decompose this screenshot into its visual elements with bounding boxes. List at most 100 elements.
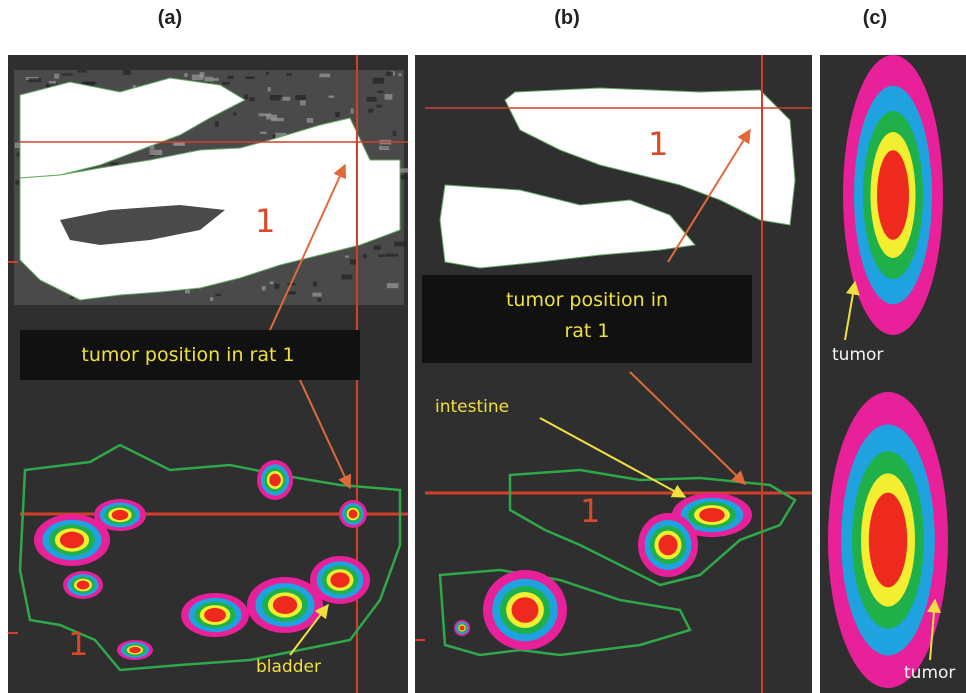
speckle-dot — [233, 112, 237, 116]
tumor-label: tumor — [832, 345, 883, 365]
signal-spot — [511, 597, 539, 623]
arrow — [667, 128, 751, 263]
speckle-dot — [274, 283, 280, 289]
organ-image — [439, 184, 696, 269]
signal-spot — [111, 509, 129, 521]
speckle-dot — [267, 87, 271, 92]
speckle-dot — [372, 77, 385, 84]
signal-spot — [699, 507, 725, 523]
callout-box — [20, 330, 360, 380]
speckle-dot — [350, 108, 354, 114]
rat-number: 1 — [580, 492, 600, 530]
signal-spot — [129, 646, 141, 654]
signal-spot — [348, 509, 358, 519]
callout-box — [422, 275, 752, 363]
speckle-dot — [378, 254, 386, 257]
body-outline — [18, 443, 402, 672]
speckle-dot — [149, 143, 155, 150]
speckle-dot — [377, 90, 384, 93]
signal-spot — [330, 572, 350, 588]
spots — [454, 493, 752, 650]
speckle-dot — [373, 245, 381, 250]
speckle-dot — [185, 289, 190, 294]
speckle-dot — [258, 113, 272, 117]
speckle-dot — [300, 100, 306, 106]
speckle-dot — [341, 274, 353, 280]
speckle-dot — [385, 253, 399, 257]
speckle-dot — [349, 259, 357, 265]
speckle-dot — [260, 131, 267, 134]
speckle-dot — [265, 71, 270, 75]
rat-number: 1 — [648, 125, 668, 163]
speckle-dot — [366, 96, 377, 102]
speckle-dot — [191, 74, 204, 81]
speckle-dot — [204, 76, 214, 82]
speckle-dot — [214, 121, 219, 127]
signal-spot — [459, 625, 465, 631]
speckle-dot — [14, 142, 21, 148]
speckle-dot — [48, 80, 56, 86]
speckle-dot — [244, 94, 248, 100]
arrow — [926, 598, 941, 661]
speckle-dot — [362, 254, 367, 259]
speckle-dot — [61, 73, 73, 76]
speckle-dot — [306, 118, 314, 123]
speckle-dot — [312, 292, 322, 297]
speckle-dot — [271, 117, 284, 122]
speckle-dot — [215, 293, 222, 297]
speckle-dot — [368, 108, 374, 113]
speckle-dot — [175, 141, 185, 146]
rat-number: 1 — [68, 625, 88, 663]
tumor-label: tumor — [904, 663, 955, 683]
speckle-dot — [345, 255, 349, 258]
speckle-dot — [266, 114, 278, 120]
speckle-dot — [199, 72, 205, 78]
panel-label: (a) — [158, 7, 182, 29]
spots — [34, 460, 370, 660]
speckle-dot — [132, 85, 137, 89]
speckle-dot — [386, 283, 399, 289]
speckle-dot — [319, 73, 331, 78]
speckle-dot — [395, 168, 409, 173]
speckle-dot — [376, 104, 383, 108]
speckle-dot — [184, 73, 188, 77]
organ-image — [504, 87, 796, 226]
speckle-dot — [394, 241, 407, 247]
arrow — [844, 280, 860, 341]
callout: rat 1 — [564, 320, 609, 342]
speckle-dot — [295, 94, 306, 101]
panel-label: (c) — [863, 7, 887, 29]
speckle-dot — [286, 73, 292, 76]
speckle-dot — [312, 281, 317, 287]
speckle-dot — [245, 76, 255, 79]
speckle-dot — [54, 73, 59, 79]
panel-label: (b) — [554, 7, 580, 29]
arrow — [299, 379, 352, 490]
speckle-dot — [149, 149, 163, 156]
body-outline — [438, 568, 692, 657]
speckle-dot — [110, 162, 119, 166]
signal-spot — [76, 580, 90, 590]
gap — [60, 205, 225, 245]
speckle-dot — [77, 70, 87, 73]
callout: tumor position in rat 1 — [81, 344, 294, 366]
signal-spot — [877, 150, 909, 240]
speckle-dot — [249, 97, 255, 102]
speckle-dot — [269, 281, 274, 285]
spots — [828, 55, 948, 688]
speckle-dot — [222, 82, 230, 85]
speckle-dot — [384, 94, 393, 100]
arrow — [629, 371, 747, 485]
organ-label: bladder — [256, 657, 321, 677]
speckle-dot — [335, 111, 340, 117]
speckle-dot — [212, 78, 219, 81]
signal-spot — [272, 596, 298, 614]
speckle-dot — [286, 291, 297, 295]
arrow — [289, 603, 329, 656]
speckle-dot — [279, 96, 291, 101]
speckle-dot — [272, 134, 278, 141]
speckle-dot — [210, 297, 214, 302]
speckle-dot — [123, 70, 131, 75]
speckle-dot — [398, 73, 402, 77]
